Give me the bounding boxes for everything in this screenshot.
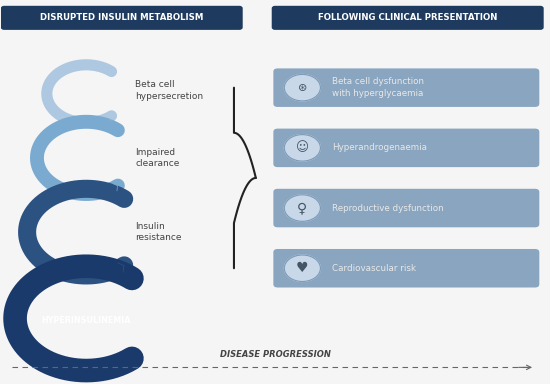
Text: Cardiovascular risk: Cardiovascular risk bbox=[332, 264, 416, 273]
Circle shape bbox=[284, 195, 321, 221]
Text: Reproductive dysfunction: Reproductive dysfunction bbox=[332, 204, 444, 213]
Text: ♥: ♥ bbox=[296, 261, 309, 275]
Text: Insulin
resistance: Insulin resistance bbox=[135, 222, 182, 242]
FancyBboxPatch shape bbox=[273, 68, 540, 107]
Text: ☺: ☺ bbox=[296, 141, 309, 154]
Text: DISEASE PROGRESSION: DISEASE PROGRESSION bbox=[219, 349, 331, 359]
Text: DISRUPTED INSULIN METABOLISM: DISRUPTED INSULIN METABOLISM bbox=[40, 13, 204, 22]
Text: ⊛: ⊛ bbox=[298, 83, 307, 93]
Text: ♀: ♀ bbox=[298, 201, 307, 215]
Text: Beta cell
hypersecretion: Beta cell hypersecretion bbox=[135, 80, 204, 101]
Circle shape bbox=[284, 255, 321, 281]
FancyBboxPatch shape bbox=[273, 189, 540, 227]
Circle shape bbox=[284, 74, 321, 101]
Text: FOLLOWING CLINICAL PRESENTATION: FOLLOWING CLINICAL PRESENTATION bbox=[318, 13, 497, 22]
Text: Beta cell dysfunction
with hyperglycaemia: Beta cell dysfunction with hyperglycaemi… bbox=[332, 78, 425, 98]
Text: HYPERINSULINEMIA: HYPERINSULINEMIA bbox=[41, 316, 131, 325]
FancyBboxPatch shape bbox=[273, 129, 540, 167]
FancyBboxPatch shape bbox=[1, 6, 243, 30]
FancyBboxPatch shape bbox=[273, 249, 540, 288]
FancyBboxPatch shape bbox=[272, 6, 544, 30]
Text: Impaired
clearance: Impaired clearance bbox=[135, 148, 180, 168]
Text: Hyperandrogenaemia: Hyperandrogenaemia bbox=[332, 143, 427, 152]
Circle shape bbox=[284, 135, 321, 161]
